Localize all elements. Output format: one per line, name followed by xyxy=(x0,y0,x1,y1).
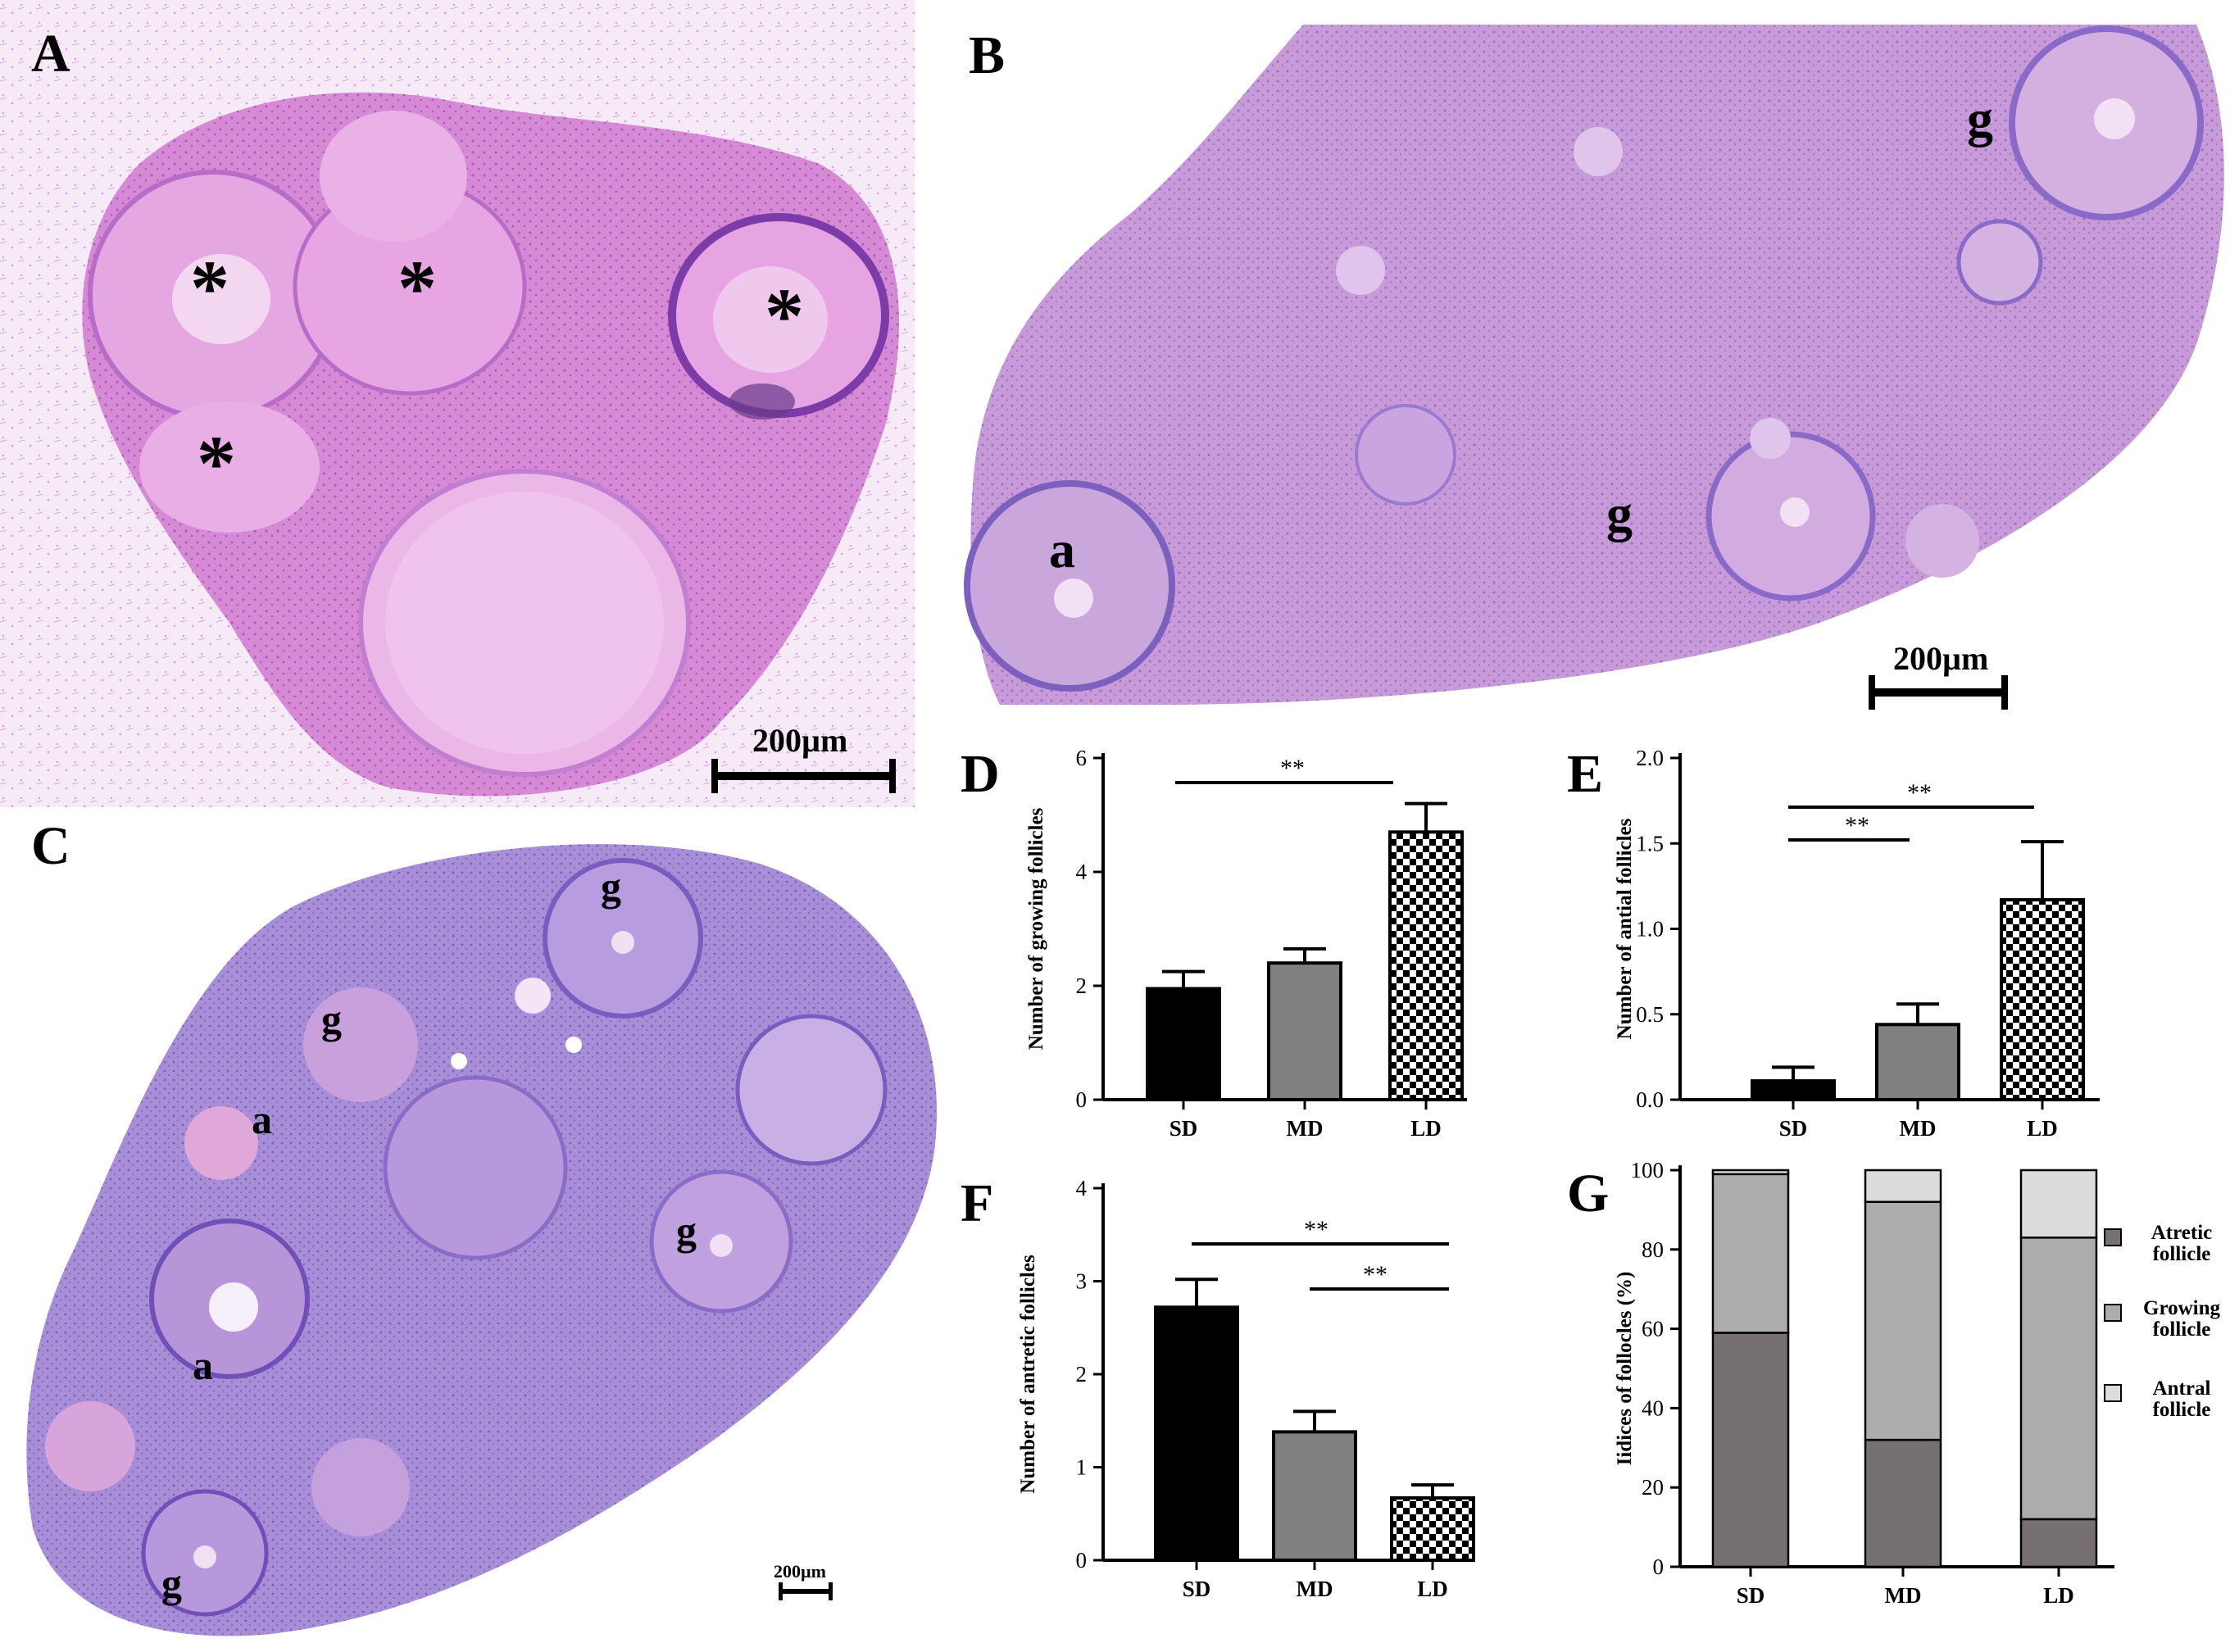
y-axis-label: Number of antial follicles xyxy=(1614,818,1636,1039)
legend-label: Antral follicle xyxy=(2153,1377,2211,1421)
stacked-segment-atretic-follicle xyxy=(1711,1332,1790,1568)
growing-follicle-marker: g xyxy=(1967,89,1993,148)
stacked-segment-atretic-follicle xyxy=(2019,1518,2098,1568)
stacked-segment-growing-follicle xyxy=(1864,1200,1942,1441)
scale-bar-label: 200µm xyxy=(1893,640,1989,677)
bar-md xyxy=(1875,1023,1960,1102)
significance-label: ** xyxy=(1363,1261,1388,1288)
y-tick-label: 2.0 xyxy=(1636,746,1664,770)
panel-a-micrograph xyxy=(0,0,915,807)
scale-bar xyxy=(711,772,896,780)
y-tick-label: 0 xyxy=(1653,1554,1665,1579)
bar-md xyxy=(1267,961,1342,1101)
bar-ld xyxy=(1388,830,1464,1101)
legend-swatch xyxy=(2104,1228,2122,1246)
x-tick-label: SD xyxy=(1183,1577,1211,1601)
legend-swatch xyxy=(2104,1304,2122,1322)
y-tick-label: 40 xyxy=(1642,1396,1664,1420)
stacked-segment-antral-follicle xyxy=(1864,1169,1942,1203)
stacked-segment-atretic-follicle xyxy=(1864,1438,1942,1568)
significance-label: ** xyxy=(1280,755,1305,782)
antral-follicle-marker: a xyxy=(252,1096,272,1142)
x-tick-label: MD xyxy=(1297,1577,1333,1601)
panel-c-label: C xyxy=(31,816,70,876)
bar-ld xyxy=(1390,1495,1475,1562)
panel-b-micrograph xyxy=(951,0,2230,721)
legend-label: Growing follicle xyxy=(2143,1297,2220,1341)
y-tick-label: 4 xyxy=(1076,1176,1088,1200)
panel-c: C g g a g a g 200µm xyxy=(0,807,959,1652)
y-tick-label: 100 xyxy=(1631,1158,1665,1182)
x-tick-label: MD xyxy=(1900,1116,1937,1141)
x-tick-label: LD xyxy=(2027,1116,2058,1141)
scale-bar xyxy=(1869,688,2008,697)
y-tick-label: 20 xyxy=(1642,1475,1664,1500)
y-axis-label: Number of growing follicles xyxy=(1025,807,1047,1050)
panel-b-label: B xyxy=(969,25,1006,85)
x-tick-label: MD xyxy=(1287,1116,1324,1141)
growing-follicle-marker: g xyxy=(676,1208,697,1254)
y-tick-label: 3 xyxy=(1076,1269,1088,1294)
panel-c-micrograph xyxy=(0,807,959,1652)
y-axis-label: Iidices of follocles (%) xyxy=(1614,1272,1636,1466)
growing-follicle-marker: g xyxy=(601,864,621,910)
y-tick-label: 80 xyxy=(1642,1237,1664,1262)
panel-f-label: F xyxy=(961,1173,993,1233)
panel-e-label: E xyxy=(1567,744,1603,804)
scale-bar xyxy=(779,1589,833,1594)
y-tick-label: 6 xyxy=(1076,746,1088,770)
x-tick-label: LD xyxy=(2043,1583,2074,1608)
stacked-segment-growing-follicle xyxy=(1711,1173,1790,1334)
antral-follicle-marker: a xyxy=(193,1342,213,1388)
x-tick-label: LD xyxy=(1417,1577,1448,1601)
growing-follicle-marker: g xyxy=(321,996,342,1042)
stacked-segment-antral-follicle xyxy=(1711,1169,1790,1176)
y-tick-label: 0 xyxy=(1076,1548,1088,1573)
y-axis-label: Number of antretic follicles xyxy=(1017,1255,1039,1494)
scale-bar-label: 200µm xyxy=(752,722,848,759)
x-tick-label: SD xyxy=(1737,1583,1765,1608)
y-tick-label: 0.5 xyxy=(1636,1002,1664,1027)
significance-label: ** xyxy=(1907,779,1932,806)
stacked-segment-antral-follicle xyxy=(2019,1169,2098,1239)
follicle-marker: * xyxy=(197,420,236,507)
bar-sd xyxy=(1146,987,1221,1101)
panel-a: A * * * * 200µm xyxy=(0,0,915,807)
x-tick-label: MD xyxy=(1885,1583,1922,1608)
y-tick-label: 0.0 xyxy=(1636,1087,1664,1112)
y-tick-label: 0 xyxy=(1076,1087,1088,1112)
y-tick-label: 1.0 xyxy=(1636,917,1664,942)
bar-sd xyxy=(1154,1305,1239,1563)
panel-a-label: A xyxy=(31,24,70,84)
growing-follicle-marker: g xyxy=(1606,484,1633,542)
y-tick-label: 1 xyxy=(1076,1455,1088,1480)
y-tick-label: 4 xyxy=(1076,860,1088,884)
y-tick-label: 60 xyxy=(1642,1317,1664,1341)
antral-follicle-marker: a xyxy=(1049,520,1075,579)
x-tick-label: LD xyxy=(1410,1116,1442,1141)
y-tick-label: 2 xyxy=(1076,974,1088,998)
scale-bar-label: 200µm xyxy=(774,1561,827,1582)
panel-b: B g g a 200µm xyxy=(951,0,2230,721)
panel-g-label: G xyxy=(1567,1164,1609,1223)
follicle-marker: * xyxy=(190,244,229,332)
significance-label: ** xyxy=(1845,812,1869,839)
legend-swatch xyxy=(2104,1384,2122,1402)
bar-sd xyxy=(1751,1079,1836,1101)
follicle-marker: * xyxy=(765,272,804,360)
growing-follicle-marker: g xyxy=(161,1560,182,1606)
bar-ld xyxy=(2000,898,2085,1102)
bar-md xyxy=(1272,1430,1357,1562)
y-tick-label: 2 xyxy=(1076,1362,1088,1386)
x-tick-label: SD xyxy=(1779,1116,1808,1141)
stacked-segment-growing-follicle xyxy=(2019,1237,2098,1521)
y-tick-label: 1.5 xyxy=(1636,831,1664,856)
panel-d-label: D xyxy=(961,744,1000,804)
legend-label: Atretic follicle xyxy=(2151,1222,2213,1265)
significance-label: ** xyxy=(1304,1216,1328,1243)
x-tick-label: SD xyxy=(1170,1116,1198,1141)
follicle-marker: * xyxy=(397,244,437,332)
